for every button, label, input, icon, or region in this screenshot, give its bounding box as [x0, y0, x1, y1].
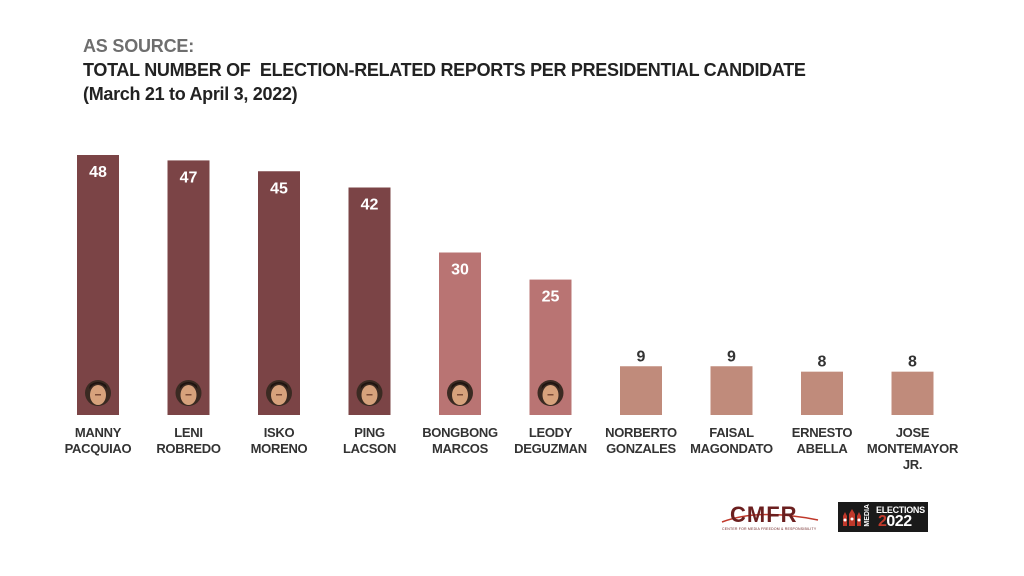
value-label-2: 45 [270, 180, 288, 197]
bar-1 [167, 160, 210, 415]
year-rest: 022 [886, 513, 912, 530]
chart-title: TOTAL NUMBER OF ELECTION-RELATED REPORTS… [83, 60, 806, 80]
value-label-5: 25 [542, 289, 560, 306]
value-label-0: 48 [89, 164, 107, 181]
chart-subtitle: (March 21 to April 3, 2022) [83, 84, 298, 104]
avatar-5 [537, 380, 564, 406]
category-label-6: NORBERTO GONZALES [605, 425, 677, 456]
value-label-1: 47 [180, 169, 198, 186]
cmfr-wordmark: CMFR [730, 502, 798, 527]
elections-text: ELECTIONS [876, 505, 925, 515]
media-text: MEDIA [864, 504, 871, 527]
bar-6 [620, 366, 662, 415]
category-label-2: ISKO MORENO [251, 425, 308, 456]
logos: CMFR CENTER FOR MEDIA FREEDOM & RESPONSI… [720, 502, 928, 532]
category-label-7: FAISAL MAGONDATO [690, 425, 773, 456]
bar-chart: 48 MANNY PACQUIAO 47 LENI ROBREDO 45 ISKO MORENO… [65, 155, 959, 472]
bar-0 [77, 155, 119, 415]
year-text: 2022 [878, 513, 912, 531]
media-elections-logo: MEDIA ELECTIONS 2022 [838, 502, 928, 532]
year-prefix: 2 [878, 513, 887, 530]
value-label-4: 30 [451, 262, 469, 279]
bar-8 [801, 371, 843, 415]
category-label-1: LENI ROBREDO [156, 425, 221, 456]
value-label-8: 8 [818, 354, 827, 371]
value-label-3: 42 [361, 197, 379, 214]
cmfr-tagline: CENTER FOR MEDIA FREEDOM & RESPONSIBILIT… [722, 527, 817, 531]
bar-2 [258, 171, 300, 415]
bar-3 [348, 187, 391, 415]
bar-9 [891, 371, 934, 415]
value-label-6: 9 [637, 348, 646, 365]
value-label-9: 8 [908, 354, 917, 371]
category-label-3: PING LACSON [343, 425, 396, 456]
cmfr-logo: CMFR CENTER FOR MEDIA FREEDOM & RESPONSI… [720, 502, 820, 532]
chart-header: AS SOURCE: TOTAL NUMBER OF ELECTION-RELA… [83, 36, 806, 105]
avatar-4 [447, 380, 473, 406]
avatar-2 [266, 380, 292, 406]
source-label: AS SOURCE: [83, 36, 195, 56]
category-label-5: LEODY DEGUZMAN [514, 425, 587, 456]
avatar-3 [356, 380, 383, 406]
category-label-0: MANNY PACQUIAO [65, 425, 132, 456]
cmfr-swoosh-icon [721, 513, 819, 523]
category-label-8: ERNESTO ABELLA [792, 425, 853, 456]
value-label-7: 9 [727, 348, 736, 365]
category-label-4: BONGBONG MARCOS [422, 425, 498, 456]
avatar-0 [85, 380, 111, 406]
avatar-1 [175, 380, 202, 406]
category-label-9: JOSE MONTEMAYOR JR. [867, 425, 959, 472]
bar-7 [710, 366, 753, 415]
hands-icon [843, 509, 861, 526]
